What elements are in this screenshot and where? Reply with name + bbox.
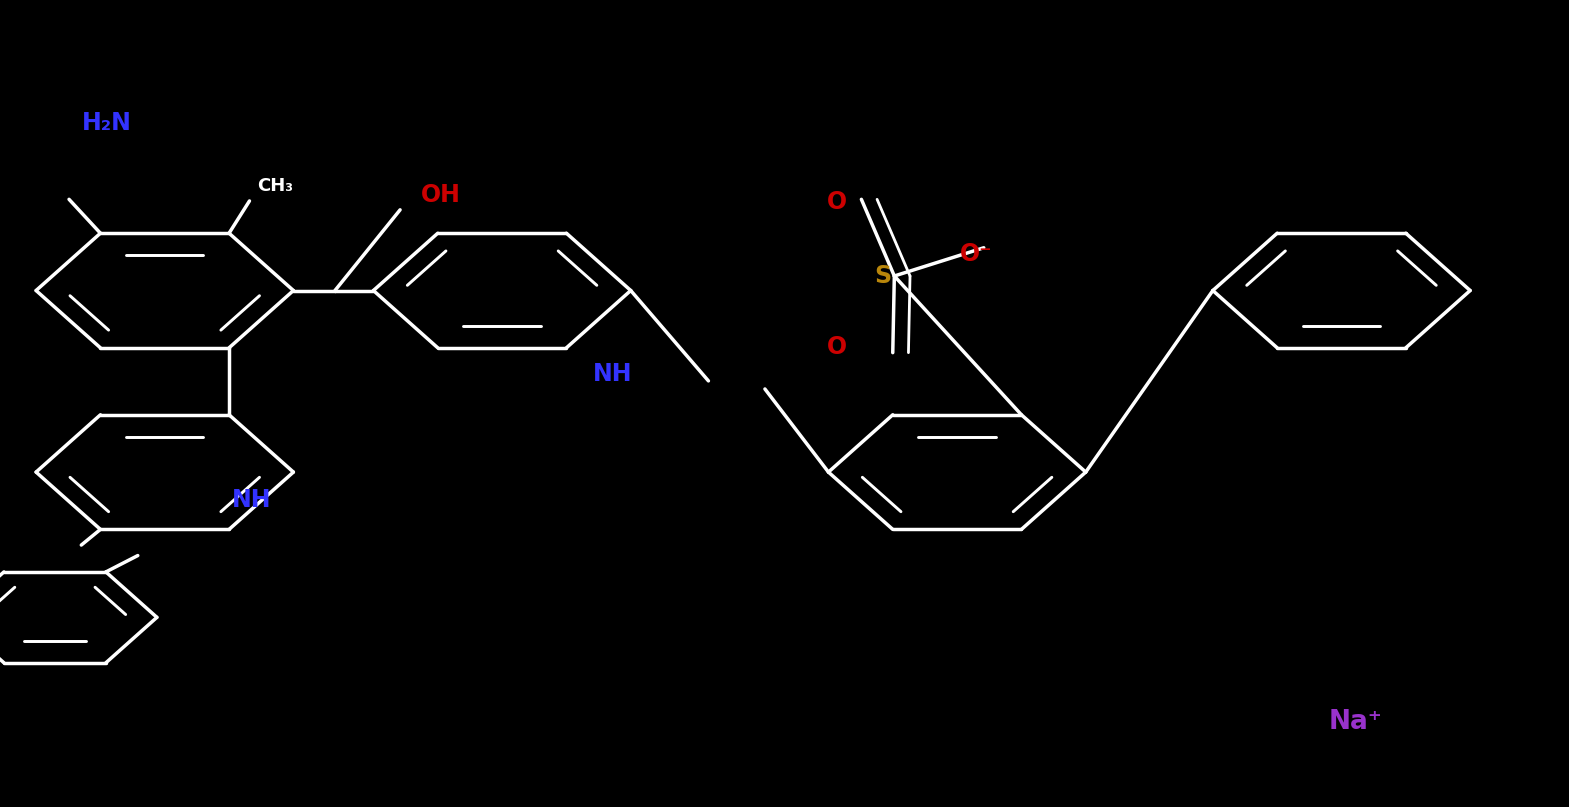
Text: O: O	[827, 190, 847, 214]
Text: O⁻: O⁻	[960, 242, 993, 266]
Text: O: O	[827, 335, 847, 359]
Text: NH: NH	[232, 488, 271, 512]
Text: OH: OH	[420, 183, 460, 207]
Text: S: S	[874, 264, 891, 288]
Text: CH₃: CH₃	[257, 178, 293, 195]
Text: H₂N: H₂N	[82, 111, 132, 135]
Text: NH: NH	[593, 362, 632, 386]
Text: Na⁺: Na⁺	[1329, 709, 1382, 735]
